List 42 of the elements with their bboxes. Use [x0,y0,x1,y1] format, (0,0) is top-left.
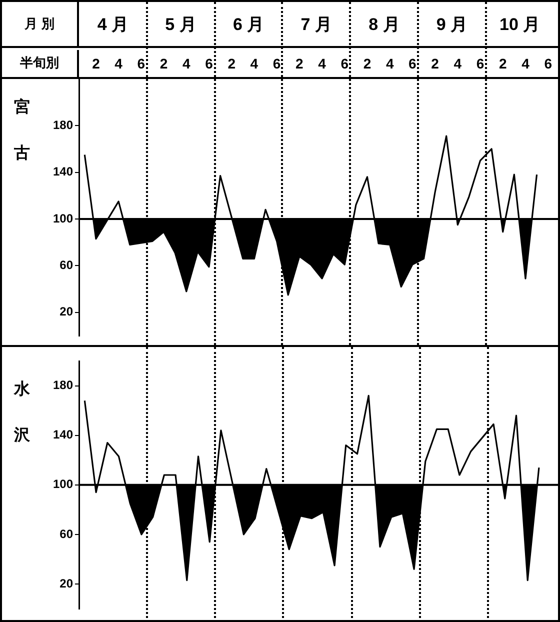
x-tick-label: 4 [386,55,394,72]
x-tick-label: 4 [522,55,530,72]
text: 月 別 [2,2,79,46]
x-tick-label: 4 [182,55,190,72]
text: 10 月 [498,14,542,36]
x-tick-label: 4 [454,55,462,72]
text: 5 月 [164,14,198,36]
y-tick-label: 180 [52,378,74,392]
x-tick-label: 4 [114,55,123,72]
text: 宮古 [14,98,30,162]
x-tick-label: 6 [408,55,417,72]
x-tick-label: 4 [250,55,258,72]
y-tick-label: 140 [52,164,74,179]
x-axis-title: 半旬別 [2,50,79,77]
x-tick-label: 2 [228,55,236,72]
x-tick-label: 6 [476,55,484,72]
y-tick-label: 60 [60,258,74,272]
text: 9 月 [435,14,469,36]
y-tick-label: 100 [52,477,74,492]
x-tick-label: 6 [137,55,146,72]
text: 水沢 [14,381,30,444]
y-tick-label: 140 [52,428,74,442]
x-tick-label: 2 [296,55,304,72]
x-tick-label: 6 [340,55,349,72]
y-tick-label: 100 [52,211,74,226]
x-tick-label: 6 [205,55,214,72]
text: 7 月 [300,14,333,36]
text: 4 月 [96,14,130,36]
text: 6 月 [232,14,266,36]
x-tick-label: 6 [272,55,281,72]
x-tick-label: 2 [363,55,372,72]
y-tick-label: 60 [60,526,74,541]
x-tick-label: 2 [92,55,100,72]
text: 8 月 [368,14,401,36]
y-tick-label: 20 [60,304,74,319]
x-tick-label: 2 [498,55,507,72]
x-tick-label: 2 [160,55,168,72]
y-tick-label: 180 [52,118,74,132]
y-tick-label: 20 [60,576,74,590]
x-tick-label: 6 [544,55,552,72]
x-tick-label: 2 [431,55,440,72]
x-tick-label: 4 [318,55,326,72]
